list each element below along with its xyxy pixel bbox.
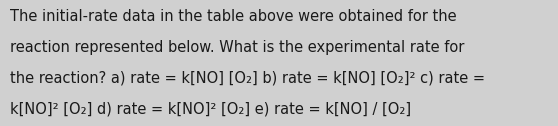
Text: reaction represented below. What is the experimental rate for: reaction represented below. What is the … [10,40,464,55]
Text: the reaction? a) rate = k[NO] [O₂] b) rate = k[NO] [O₂]² c) rate =: the reaction? a) rate = k[NO] [O₂] b) ra… [10,71,485,86]
Text: k[NO]² [O₂] d) rate = k[NO]² [O₂] e) rate = k[NO] / [O₂]: k[NO]² [O₂] d) rate = k[NO]² [O₂] e) rat… [10,101,411,116]
Text: The initial-rate data in the table above were obtained for the: The initial-rate data in the table above… [10,9,456,24]
